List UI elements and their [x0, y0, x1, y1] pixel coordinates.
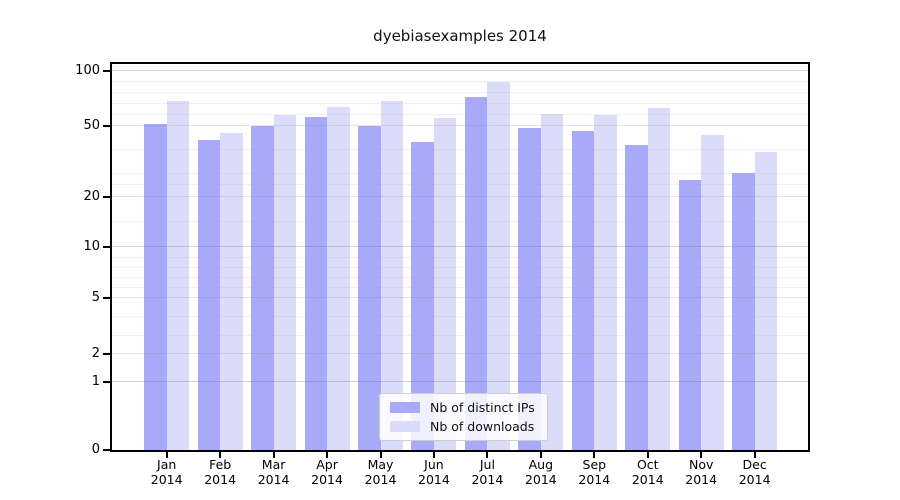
- x-tick-mark: [539, 452, 542, 458]
- x-axis-label-year: 2014: [631, 472, 664, 487]
- legend-label-distinct-ips: Nb of distinct IPs: [430, 400, 535, 415]
- x-axis-label: May 2014: [353, 457, 409, 487]
- x-axis-label-month: Jan: [157, 457, 177, 472]
- y-axis-tick-label: 0: [91, 442, 100, 457]
- bar-downloads: [647, 108, 671, 450]
- x-axis-label-year: 2014: [578, 472, 611, 487]
- x-axis-label-month: Aug: [528, 457, 554, 472]
- bar-distinct-ips: [358, 125, 381, 450]
- bar-distinct-ips: [197, 139, 221, 450]
- bar-downloads: [594, 114, 617, 450]
- bar-downloads: [701, 135, 724, 450]
- x-tick-mark: [272, 452, 275, 458]
- bar-downloads: [487, 81, 510, 450]
- x-tick-mark: [379, 452, 382, 458]
- bar-distinct-ips: [732, 173, 755, 450]
- x-axis-label: Apr 2014: [299, 457, 355, 487]
- bar-downloads: [540, 113, 564, 450]
- x-tick-mark: [432, 452, 435, 458]
- bar-distinct-ips: [678, 180, 702, 450]
- bar-downloads: [273, 114, 297, 450]
- x-axis-label-month: Dec: [742, 457, 767, 472]
- legend-swatch-distinct-ips: [390, 402, 420, 413]
- x-axis-label: Nov 2014: [673, 457, 729, 487]
- x-tick-mark: [593, 452, 596, 458]
- x-axis-label-month: Jun: [424, 457, 444, 472]
- x-axis-label: Sep 2014: [566, 457, 622, 487]
- y-axis-tick-label: 2: [91, 345, 100, 361]
- x-tick-mark: [326, 452, 329, 458]
- x-axis-label: Feb 2014: [192, 457, 248, 487]
- bar-distinct-ips: [144, 123, 167, 450]
- x-tick-mark: [219, 452, 222, 458]
- bar-downloads: [433, 118, 457, 450]
- x-axis-label-month: Sep: [582, 457, 607, 472]
- x-axis-label-year: 2014: [364, 472, 397, 487]
- bars-layer: [112, 64, 808, 450]
- x-axis-label: Dec 2014: [727, 457, 783, 487]
- y-axis-tick-label: 100: [75, 62, 100, 78]
- y-tick-mark: [103, 69, 110, 72]
- plot-area: Nb of distinct IPs Nb of downloads: [110, 62, 810, 452]
- y-axis-tick-label: 20: [83, 188, 100, 204]
- x-axis-label: Oct 2014: [620, 457, 676, 487]
- x-axis-label-year: 2014: [471, 472, 504, 487]
- x-tick-mark: [700, 452, 703, 458]
- x-axis-label-month: Apr: [316, 457, 338, 472]
- bar-distinct-ips: [518, 128, 541, 450]
- y-tick-mark: [103, 296, 110, 299]
- bar-downloads: [220, 132, 243, 450]
- bar-distinct-ips: [411, 142, 434, 450]
- x-axis-label-year: 2014: [204, 472, 237, 487]
- bar-distinct-ips: [304, 117, 328, 450]
- y-tick-mark: [103, 449, 110, 451]
- legend: Nb of distinct IPs Nb of downloads: [379, 393, 548, 441]
- bar-downloads: [754, 151, 778, 450]
- x-axis-label-year: 2014: [524, 472, 557, 487]
- chart-title: dyebiasexamples 2014: [373, 27, 547, 45]
- x-axis-label-year: 2014: [685, 472, 718, 487]
- x-tick-mark: [753, 452, 756, 458]
- legend-item: Nb of downloads: [390, 419, 535, 434]
- x-axis-label-year: 2014: [738, 472, 771, 487]
- legend-item: Nb of distinct IPs: [390, 400, 535, 415]
- legend-label-downloads: Nb of downloads: [430, 419, 535, 434]
- y-axis-tick-label: 10: [83, 238, 100, 254]
- bar-downloads: [327, 107, 350, 450]
- y-tick-mark: [103, 352, 110, 355]
- legend-swatch-downloads: [390, 421, 420, 432]
- x-axis-label: Mar 2014: [246, 457, 302, 487]
- x-axis-label-month: Oct: [636, 457, 659, 472]
- y-tick-mark: [103, 124, 110, 127]
- y-axis-tick-label: 1: [91, 373, 100, 389]
- x-axis-label-month: Feb: [209, 457, 232, 472]
- bar-distinct-ips: [464, 97, 488, 450]
- x-axis-label-year: 2014: [150, 472, 183, 487]
- x-tick-mark: [486, 452, 489, 458]
- x-axis-label-month: Nov: [688, 457, 714, 472]
- x-tick-mark: [646, 452, 649, 458]
- bar-distinct-ips: [571, 130, 595, 450]
- bar-downloads: [166, 100, 190, 450]
- x-axis-label-year: 2014: [418, 472, 450, 487]
- x-axis-label: Jul 2014: [459, 457, 515, 487]
- y-tick-mark: [103, 245, 110, 248]
- x-axis-label-month: Mar: [261, 457, 286, 472]
- x-axis-label-month: May: [367, 457, 394, 472]
- x-axis-label-month: Jul: [479, 457, 495, 472]
- bar-downloads: [380, 100, 403, 450]
- x-axis-label: Jun 2014: [406, 457, 462, 487]
- y-axis-tick-label: 50: [83, 117, 100, 133]
- x-axis-label-year: 2014: [257, 472, 290, 487]
- x-axis-label-year: 2014: [311, 472, 343, 487]
- bar-distinct-ips: [625, 144, 648, 450]
- bar-distinct-ips: [251, 125, 274, 450]
- y-axis-tick-label: 5: [91, 289, 100, 305]
- x-axis-label: Jan 2014: [139, 457, 195, 487]
- y-tick-mark: [103, 195, 110, 198]
- x-axis-label: Aug 2014: [513, 457, 569, 487]
- y-tick-mark: [103, 380, 110, 383]
- x-tick-mark: [165, 452, 168, 458]
